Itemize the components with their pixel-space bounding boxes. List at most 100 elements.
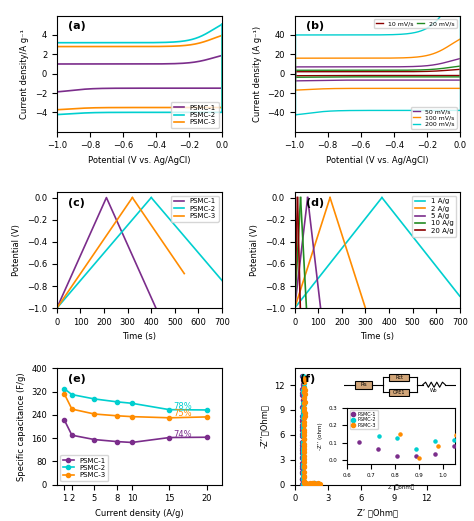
Point — [300, 383, 308, 391]
Point — [299, 449, 306, 457]
X-axis label: Current density (A/g): Current density (A/g) — [95, 509, 184, 518]
Point — [301, 390, 309, 399]
Point — [299, 460, 307, 468]
Point — [304, 479, 311, 488]
Legend: PSMC-1, PSMC-2, PSMC-3: PSMC-1, PSMC-2, PSMC-3 — [171, 195, 219, 222]
Point — [308, 480, 315, 488]
Point — [299, 462, 307, 470]
Point — [298, 469, 306, 477]
PSMC-2 — [69, 391, 75, 398]
Point — [300, 455, 307, 463]
Text: (d): (d) — [306, 198, 324, 208]
Point — [299, 472, 307, 480]
Point — [300, 421, 307, 430]
Point — [298, 430, 306, 439]
Point — [300, 414, 308, 423]
Point — [300, 399, 308, 407]
Point — [307, 480, 315, 488]
Point — [300, 429, 307, 437]
Text: (b): (b) — [306, 21, 324, 31]
Point — [306, 479, 314, 488]
Point — [298, 403, 306, 411]
Point — [312, 480, 319, 488]
Point — [298, 416, 306, 425]
PSMC-1 — [167, 435, 173, 441]
Point — [300, 386, 307, 394]
Point — [298, 444, 306, 453]
Text: (a): (a) — [68, 21, 86, 31]
Point — [299, 463, 307, 471]
Point — [312, 480, 319, 488]
Point — [300, 452, 308, 460]
Point — [306, 480, 314, 489]
Point — [301, 408, 309, 417]
Y-axis label: Current density/A g⁻¹: Current density/A g⁻¹ — [20, 29, 29, 119]
Point — [314, 480, 322, 489]
Point — [300, 399, 307, 407]
Y-axis label: -Z’’（Ohm）: -Z’’（Ohm） — [260, 405, 269, 449]
Point — [300, 383, 308, 392]
Point — [313, 480, 320, 488]
Legend: 1 A/g, 2 A/g, 5 A/g, 10 A/g, 20 A/g: 1 A/g, 2 A/g, 5 A/g, 10 A/g, 20 A/g — [412, 195, 456, 237]
Point — [301, 378, 308, 387]
Point — [306, 479, 313, 488]
Point — [301, 479, 309, 488]
Point — [302, 480, 310, 488]
Point — [299, 432, 307, 440]
Point — [299, 446, 307, 455]
Point — [301, 479, 309, 488]
Point — [298, 438, 306, 446]
X-axis label: Potential (V vs. Ag/AgCl): Potential (V vs. Ag/AgCl) — [326, 156, 428, 165]
Line: PSMC-1: PSMC-1 — [62, 418, 209, 444]
Point — [311, 480, 319, 488]
Point — [312, 480, 320, 488]
Point — [300, 473, 308, 481]
Point — [308, 480, 316, 488]
Point — [307, 479, 315, 488]
Point — [298, 417, 306, 425]
Point — [314, 479, 322, 488]
Point — [300, 468, 308, 476]
Point — [303, 480, 311, 488]
Point — [300, 388, 308, 396]
PSMC-3 — [204, 414, 210, 420]
X-axis label: Time (s): Time (s) — [122, 332, 156, 341]
Point — [298, 453, 306, 461]
Point — [298, 391, 306, 399]
Point — [313, 480, 320, 489]
Point — [300, 428, 307, 436]
Point — [299, 388, 307, 396]
Point — [300, 462, 308, 470]
PSMC-1 — [91, 437, 97, 443]
Point — [299, 443, 307, 452]
Point — [304, 479, 311, 488]
Point — [300, 463, 308, 472]
PSMC-2 — [114, 399, 120, 405]
Point — [299, 381, 307, 390]
PSMC-3 — [129, 414, 135, 420]
Point — [299, 414, 307, 422]
Line: PSMC-2: PSMC-2 — [62, 387, 209, 412]
Point — [299, 426, 306, 435]
Point — [298, 441, 306, 449]
Point — [300, 374, 308, 382]
Point — [302, 479, 310, 488]
Point — [301, 393, 308, 402]
Point — [301, 435, 308, 443]
Point — [299, 475, 307, 483]
Point — [298, 389, 306, 398]
Point — [300, 407, 308, 415]
Point — [308, 479, 316, 488]
Point — [305, 479, 313, 488]
Point — [300, 376, 307, 384]
Point — [298, 468, 306, 477]
Line: PSMC-3: PSMC-3 — [62, 392, 209, 420]
Y-axis label: Potential (V): Potential (V) — [12, 224, 21, 276]
Point — [309, 480, 316, 489]
Point — [301, 479, 309, 488]
PSMC-1 — [204, 434, 210, 440]
Point — [300, 472, 308, 480]
Point — [310, 480, 317, 489]
Point — [300, 448, 308, 456]
Point — [299, 480, 307, 488]
